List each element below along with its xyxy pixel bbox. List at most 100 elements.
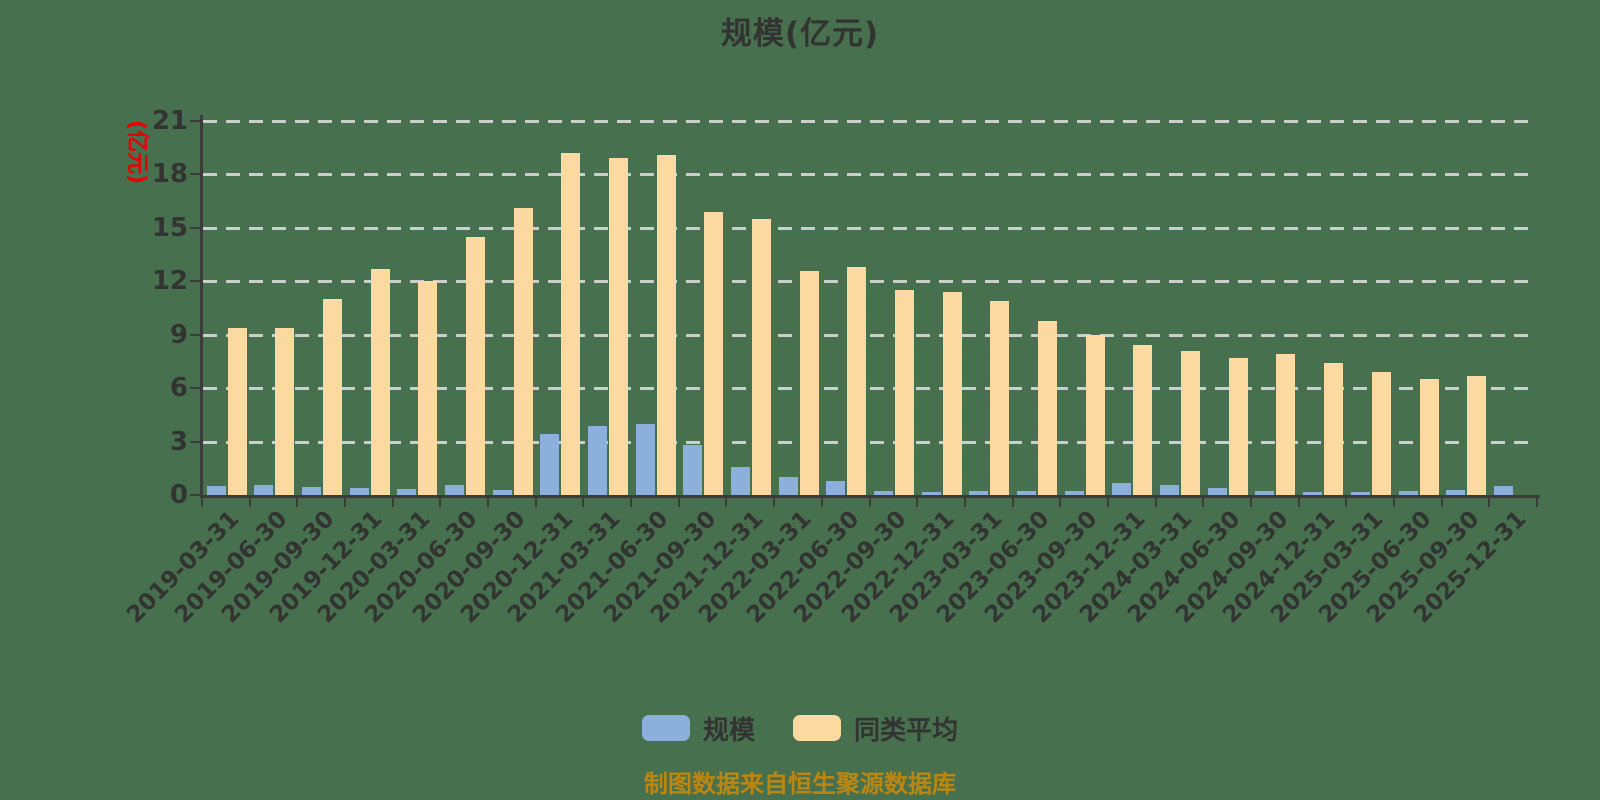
gridline-21 xyxy=(203,120,1537,123)
y-axis-tick-label: 15 xyxy=(151,212,188,243)
bar-同类平均-2020-09-30[interactable] xyxy=(513,208,533,495)
x-tick xyxy=(773,498,776,507)
bar-规模-2021-06-30[interactable] xyxy=(635,423,655,495)
gridline-15 xyxy=(203,226,1537,230)
x-tick xyxy=(725,498,728,507)
bar-规模-2024-03-31[interactable] xyxy=(1160,485,1180,495)
bar-同类平均-2019-06-30[interactable] xyxy=(275,327,295,495)
bar-同类平均-2023-09-30[interactable] xyxy=(1085,334,1105,495)
bar-同类平均-2019-03-31[interactable] xyxy=(227,327,247,495)
x-tick xyxy=(820,498,823,507)
bar-规模-2025-12-31[interactable] xyxy=(1493,486,1513,495)
bar-规模-2019-09-30[interactable] xyxy=(301,487,321,495)
x-tick xyxy=(1249,498,1252,507)
x-tick xyxy=(1345,498,1348,507)
x-tick xyxy=(439,498,442,507)
bar-同类平均-2021-12-31[interactable] xyxy=(752,219,771,495)
x-tick xyxy=(1106,498,1109,507)
bar-规模-2025-03-31[interactable] xyxy=(1350,492,1370,495)
bar-规模-2020-03-31[interactable] xyxy=(397,488,417,495)
x-tick xyxy=(344,498,347,507)
legend-label: 同类平均 xyxy=(854,715,959,746)
x-tick xyxy=(677,498,680,507)
legend-swatch-yellow xyxy=(793,715,841,741)
bar-规模-2022-09-30[interactable] xyxy=(874,491,893,495)
bar-规模-2023-03-31[interactable] xyxy=(969,491,989,495)
x-tick xyxy=(1297,498,1300,507)
bar-规模-2019-03-31[interactable] xyxy=(206,486,226,495)
bar-规模-2020-09-30[interactable] xyxy=(492,489,512,495)
bar-同类平均-2021-03-31[interactable] xyxy=(608,158,628,495)
bar-同类平均-2024-03-31[interactable] xyxy=(1181,350,1201,495)
bar-规模-2023-12-31[interactable] xyxy=(1112,483,1132,495)
bar-同类平均-2024-12-31[interactable] xyxy=(1324,363,1344,495)
bar-同类平均-2023-12-31[interactable] xyxy=(1133,345,1153,495)
bar-同类平均-2025-09-30[interactable] xyxy=(1467,375,1487,495)
bar-同类平均-2020-12-31[interactable] xyxy=(561,153,581,495)
bar-规模-2024-09-30[interactable] xyxy=(1255,491,1275,495)
bar-同类平均-2025-03-31[interactable] xyxy=(1371,372,1391,495)
bar-同类平均-2020-06-30[interactable] xyxy=(465,236,485,495)
gridline-18 xyxy=(203,173,1537,177)
y-tick xyxy=(190,440,200,443)
bar-同类平均-2022-06-30[interactable] xyxy=(847,267,867,495)
chart-title: 规模(亿元) xyxy=(720,16,880,52)
x-tick xyxy=(916,498,919,507)
bar-规模-2024-06-30[interactable] xyxy=(1207,487,1227,495)
y-tick xyxy=(190,494,200,496)
bar-同类平均-2022-09-30[interactable] xyxy=(895,290,914,495)
bar-同类平均-2024-06-30[interactable] xyxy=(1228,357,1248,495)
y-tick xyxy=(190,280,200,283)
bar-同类平均-2019-12-31[interactable] xyxy=(370,268,390,495)
gridline-9 xyxy=(203,333,1537,337)
bar-规模-2020-12-31[interactable] xyxy=(540,433,560,495)
y-tick xyxy=(190,226,200,229)
y-axis-tick-label: 9 xyxy=(169,319,188,350)
x-tick xyxy=(963,498,966,507)
y-axis-tick-label: 12 xyxy=(151,266,188,297)
bar-规模-2019-12-31[interactable] xyxy=(349,487,369,495)
bar-规模-2023-06-30[interactable] xyxy=(1017,491,1036,495)
bar-规模-2021-12-31[interactable] xyxy=(731,467,750,495)
bar-规模-2025-06-30[interactable] xyxy=(1398,491,1418,495)
bar-同类平均-2022-12-31[interactable] xyxy=(942,292,962,495)
gridline-12 xyxy=(203,280,1537,284)
x-tick xyxy=(582,498,585,507)
x-tick xyxy=(296,498,299,507)
y-axis-tick-label: 3 xyxy=(169,426,188,457)
legend-item-scale[interactable]: 规模 xyxy=(641,710,755,747)
bar-规模-2022-12-31[interactable] xyxy=(921,492,941,495)
bar-规模-2025-09-30[interactable] xyxy=(1446,489,1466,495)
y-tick xyxy=(190,387,200,390)
y-axis-tick-label: 18 xyxy=(151,159,188,190)
bar-同类平均-2021-06-30[interactable] xyxy=(656,154,676,495)
legend-item-category-average[interactable]: 同类平均 xyxy=(793,710,958,747)
bar-规模-2022-06-30[interactable] xyxy=(826,480,846,495)
bar-规模-2023-09-30[interactable] xyxy=(1064,491,1084,495)
x-tick xyxy=(630,498,633,507)
bar-同类平均-2019-09-30[interactable] xyxy=(322,299,342,495)
bar-规模-2024-12-31[interactable] xyxy=(1303,492,1323,495)
bar-同类平均-2024-09-30[interactable] xyxy=(1276,354,1296,495)
bar-同类平均-2020-03-31[interactable] xyxy=(418,281,438,495)
y-axis-tick-label: 6 xyxy=(169,373,188,404)
bar-同类平均-2023-06-30[interactable] xyxy=(1038,320,1057,495)
bar-同类平均-2025-06-30[interactable] xyxy=(1419,379,1439,495)
y-tick xyxy=(190,173,200,176)
bar-规模-2020-06-30[interactable] xyxy=(444,485,464,495)
x-axis-line xyxy=(200,495,1540,498)
bar-规模-2021-09-30[interactable] xyxy=(683,445,703,495)
x-tick xyxy=(1154,498,1157,507)
legend-swatch-blue xyxy=(641,715,690,741)
bar-同类平均-2022-03-31[interactable] xyxy=(799,270,819,495)
bar-同类平均-2023-03-31[interactable] xyxy=(990,300,1010,495)
x-tick xyxy=(1392,498,1395,507)
bar-规模-2019-06-30[interactable] xyxy=(254,485,274,495)
y-tick xyxy=(190,120,200,122)
gridline-6 xyxy=(203,387,1537,391)
legend-label: 规模 xyxy=(702,715,755,746)
bar-规模-2021-03-31[interactable] xyxy=(587,426,607,495)
bar-同类平均-2021-09-30[interactable] xyxy=(704,211,724,495)
bar-规模-2022-03-31[interactable] xyxy=(778,477,798,495)
